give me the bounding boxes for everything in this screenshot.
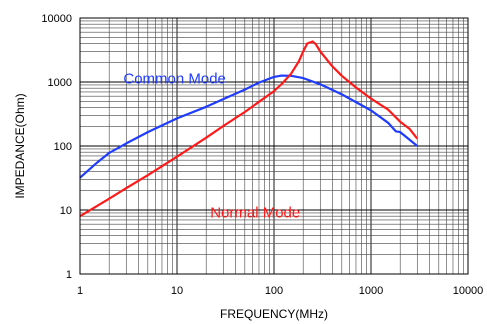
x-tick-label: 10 xyxy=(171,285,183,297)
x-tick-label: 1000 xyxy=(359,285,383,297)
chart-series xyxy=(79,40,419,218)
y-tick-label: 1 xyxy=(66,269,72,281)
series-line-common-mode xyxy=(79,74,418,179)
series-line-normal-mode xyxy=(79,40,419,218)
y-tick-label: 1000 xyxy=(48,77,72,89)
y-tick-label: 10 xyxy=(60,205,72,217)
x-tick-label: 100 xyxy=(265,285,283,297)
tick-labels: 1 10 100 1000 10000 1 10 100 1000 10000 xyxy=(41,13,483,297)
y-axis-title: IMPEDANCE(Ohm) xyxy=(13,93,27,198)
x-axis-title: FREQUENCY(MHz) xyxy=(220,307,328,321)
chart-labels: Common Mode Normal Mode xyxy=(123,70,300,221)
series-label-common-mode: Common Mode xyxy=(123,70,226,87)
series-label-normal-mode: Normal Mode xyxy=(210,205,300,222)
y-tick-label: 100 xyxy=(54,141,72,153)
x-tick-label: 10000 xyxy=(453,285,484,297)
x-tick-label: 1 xyxy=(77,285,83,297)
chart-grid xyxy=(79,18,468,275)
plot-border xyxy=(79,17,469,275)
y-tick-label: 10000 xyxy=(41,13,72,25)
